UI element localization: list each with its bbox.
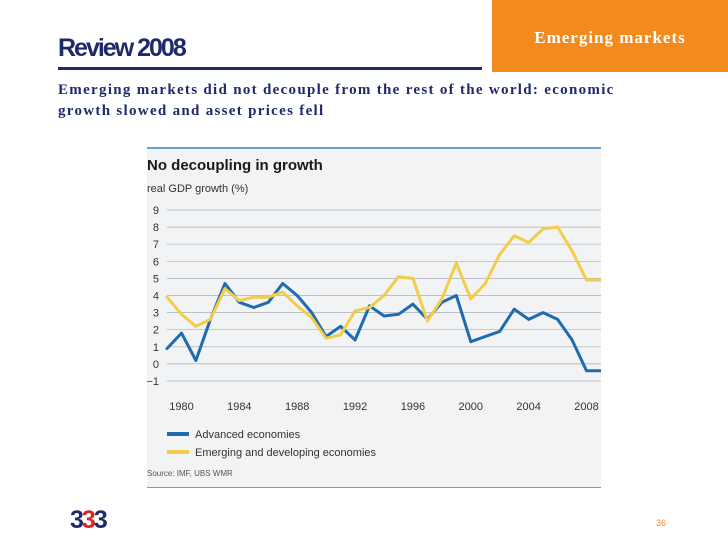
grid (167, 209, 601, 382)
x-tick-label: 1988 (285, 401, 309, 413)
y-tick-label: 7 (153, 239, 159, 251)
x-tick-label: 2000 (459, 401, 483, 413)
logo-digit: 3 (93, 506, 108, 534)
slide-subtitle: Emerging markets did not decouple from t… (58, 82, 615, 119)
y-tick-label: 6 (153, 256, 159, 268)
chart-top-rule (147, 147, 601, 149)
x-tick-label: 1980 (169, 401, 193, 413)
x-tick-label: 1984 (227, 401, 251, 413)
y-tick-label: 3 (153, 308, 159, 320)
series-line-advanced (165, 282, 601, 373)
y-tick-label: −1 (147, 376, 159, 388)
section-tab: Emerging markets (492, 0, 728, 72)
x-tick-label: 2004 (516, 401, 540, 413)
company-logo: 333 (70, 506, 108, 535)
logo-digit: 3 (81, 506, 96, 534)
chart-title: No decoupling in growth (147, 157, 323, 174)
legend: Advanced economies Emerging and developin… (167, 429, 377, 459)
y-tick-label: 1 (153, 342, 159, 354)
series-line-emerging (165, 225, 601, 340)
title-underline (58, 67, 482, 70)
slide-title: Review 2008 (58, 34, 187, 62)
axis-ticks: 9 8 7 6 5 4 3 2 1 0 −1 1980 1984 1988 1992 1996 2000 2004… (147, 205, 599, 413)
legend-label: Advanced economies (195, 429, 301, 441)
y-tick-label: 8 (153, 222, 159, 234)
series-lines (165, 225, 601, 373)
logo-digit: 3 (70, 506, 84, 534)
line-chart: No decoupling in growth real GDP growth … (147, 157, 601, 478)
y-tick-label: 2 (153, 325, 159, 337)
section-label: Emerging markets (534, 28, 686, 47)
chart-source: Source: IMF, UBS WMR (147, 469, 233, 478)
x-tick-label: 1996 (401, 401, 425, 413)
y-tick-label: 4 (153, 291, 159, 303)
y-tick-label: 9 (153, 205, 159, 217)
x-tick-label: 2008 (574, 401, 598, 413)
page-number: 36 (656, 518, 667, 528)
legend-label: Emerging and developing economies (195, 447, 377, 459)
y-tick-label: 0 (153, 359, 159, 371)
y-tick-label: 5 (153, 273, 159, 285)
y-axis-label: real GDP growth (%) (147, 183, 248, 195)
x-tick-label: 1992 (343, 401, 367, 413)
chart-bottom-rule (147, 487, 601, 488)
